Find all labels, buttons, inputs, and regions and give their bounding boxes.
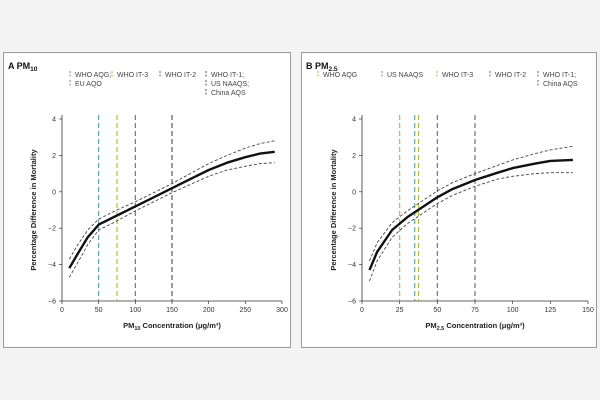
series-line-upper-ci — [68, 140, 275, 260]
y-axis-label: Percentage Difference in Mortality — [29, 149, 38, 271]
panel-title-text: PM — [17, 61, 31, 71]
y-axis-label: Percentage Difference in Mortality — [329, 149, 338, 271]
legend-label: WHO IT-2 — [495, 72, 526, 79]
legend-label: EU AQO — [75, 81, 102, 88]
legend-label: China AQS — [211, 90, 246, 97]
legend-label: WHO IT-1; — [543, 72, 576, 79]
x-tick-label: 150 — [582, 307, 594, 314]
legend-label: WHO IT-2 — [165, 72, 196, 79]
series-line-upper-ci — [369, 145, 573, 262]
x-tick-label: 300 — [276, 307, 288, 314]
x-tick-label: 100 — [507, 307, 519, 314]
series-line-lower-ci — [68, 162, 275, 278]
x-tick-label: 125 — [544, 307, 556, 314]
legend-label: WHO AQG; — [75, 72, 111, 79]
legend-label: WHO IT-3 — [117, 72, 148, 79]
legend-label: WHO AQG — [323, 72, 357, 79]
x-tick-label: 150 — [166, 307, 178, 314]
legend-label: China AQS — [543, 81, 578, 88]
x-tick-label: 0 — [60, 307, 64, 314]
y-tick-label: −4 — [348, 262, 356, 269]
x-axis-label: PM2.5 Concentration (μg/m³) — [425, 321, 525, 332]
legend-label: WHO IT-3 — [442, 72, 473, 79]
panel-title-sub: 10 — [30, 66, 38, 73]
x-tick-label: 100 — [129, 307, 141, 314]
y-tick-label: −2 — [48, 226, 56, 233]
panel-title: B PM2.5 — [306, 61, 338, 73]
x-tick-label: 50 — [95, 307, 103, 314]
x-tick-label: 75 — [471, 307, 479, 314]
y-tick-label: −4 — [48, 262, 56, 269]
y-tick-label: 4 — [352, 117, 356, 124]
panel-title-sub: 2.5 — [329, 66, 338, 73]
panel-title-text: PM — [315, 61, 329, 71]
y-tick-label: −2 — [348, 226, 356, 233]
y-tick-label: −6 — [48, 299, 56, 306]
y-tick-label: 4 — [52, 117, 56, 124]
x-tick-label: 0 — [360, 307, 364, 314]
legend-label: US NAAQS — [387, 72, 424, 79]
y-tick-label: 0 — [52, 189, 56, 196]
chart-svg-pm25: B PM2.5 −6 −4 −2 0 2 4 0 25 50 75 100 125 150 Percenta… — [306, 61, 594, 332]
panel-letter: B — [306, 61, 315, 71]
y-tick-label: −6 — [348, 299, 356, 306]
x-tick-label: 200 — [203, 307, 215, 314]
y-tick-label: 2 — [352, 153, 356, 160]
legend-label: US NAAQS; — [211, 81, 249, 88]
y-tick-label: 0 — [352, 189, 356, 196]
x-tick-label: 25 — [396, 307, 404, 314]
x-tick-label: 50 — [433, 307, 441, 314]
chart-panel-pm10: A PM10 −6 −4 −2 0 2 4 0 50 100 150 200 250 300 Percent… — [3, 52, 291, 348]
chart-svg-pm10: A PM10 −6 −4 −2 0 2 4 0 50 100 150 200 250 300 Percent… — [8, 61, 288, 332]
panel-title: A PM10 — [8, 61, 38, 73]
panel-letter: A — [8, 61, 17, 71]
x-tick-label: 250 — [239, 307, 251, 314]
x-axis-label: PM10 Concentration (μg/m³) — [123, 321, 221, 332]
chart-panel-pm25: B PM2.5 −6 −4 −2 0 2 4 0 25 50 75 100 125 150 Percenta… — [301, 52, 597, 348]
legend-label: WHO IT-1; — [211, 72, 244, 79]
series-line-estimate — [368, 158, 573, 271]
y-tick-label: 2 — [52, 153, 56, 160]
series-line-estimate — [68, 150, 275, 269]
